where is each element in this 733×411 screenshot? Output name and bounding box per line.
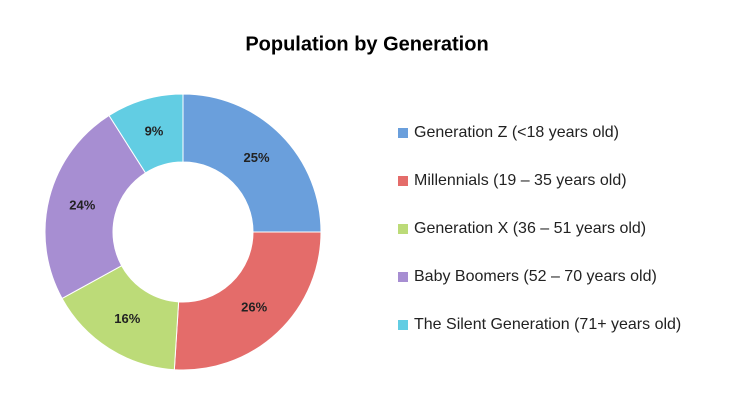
legend-swatch bbox=[398, 320, 408, 330]
donut-slice bbox=[173, 231, 322, 371]
value-label: 16% bbox=[114, 311, 140, 326]
legend-swatch bbox=[398, 272, 408, 282]
chart-title: Population by Generation bbox=[245, 33, 488, 55]
legend-label: The Silent Generation (71+ years old) bbox=[414, 316, 681, 333]
legend-label: Generation Z (<18 years old) bbox=[414, 124, 619, 141]
donut-slice bbox=[108, 93, 184, 174]
legend-label: Generation X (36 – 51 years old) bbox=[414, 220, 646, 237]
legend-swatch bbox=[398, 224, 408, 234]
value-label: 24% bbox=[69, 198, 95, 213]
legend-label: Baby Boomers (52 – 70 years old) bbox=[414, 268, 657, 285]
value-label: 25% bbox=[244, 150, 270, 165]
legend-swatch bbox=[398, 176, 408, 186]
donut-slice bbox=[182, 93, 322, 233]
value-label: 9% bbox=[145, 124, 164, 139]
donut-slice bbox=[44, 114, 147, 300]
legend-swatch bbox=[398, 128, 408, 138]
legend-label: Millennials (19 – 35 years old) bbox=[414, 172, 627, 189]
value-label: 26% bbox=[241, 299, 267, 314]
